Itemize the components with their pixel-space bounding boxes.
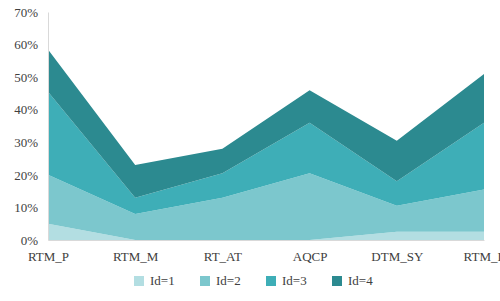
x-tick: RTM_L xyxy=(464,240,500,264)
y-tick-label: 20% xyxy=(14,168,38,183)
x-tick: RTM_P xyxy=(28,240,69,264)
y-tick-label: 50% xyxy=(14,70,38,85)
x-axis-line xyxy=(49,240,485,241)
y-tick: 0% xyxy=(21,233,48,248)
area-series xyxy=(48,49,484,197)
x-tick-label: RTM_P xyxy=(28,249,69,264)
legend-label: Id=1 xyxy=(150,273,175,288)
y-axis: 0% 10% 20% 30% 40% 50% 60% 70% xyxy=(14,5,48,248)
x-tick-label: DTM_SY xyxy=(371,249,424,264)
legend-swatch xyxy=(266,276,276,286)
legend: Id=1 Id=2 Id=3 Id=4 xyxy=(134,273,373,288)
legend-swatch xyxy=(332,276,342,286)
y-tick-label: 0% xyxy=(21,233,39,248)
y-tick-label: 10% xyxy=(14,200,38,215)
y-tick-label: 40% xyxy=(14,102,38,117)
x-axis: RTM_P RTM_M RT_AT AQCP DTM_SY RTM_L xyxy=(28,240,500,264)
areas xyxy=(48,49,484,240)
y-tick: 60% xyxy=(14,37,48,52)
y-tick-label: 60% xyxy=(14,37,38,52)
legend-item: Id=3 xyxy=(266,273,307,288)
x-tick: DTM_SY xyxy=(371,240,424,264)
x-tick-label: RTM_M xyxy=(113,249,159,264)
x-tick: RT_AT xyxy=(204,240,242,264)
legend-item: Id=2 xyxy=(200,273,241,288)
x-tick: AQCP xyxy=(293,240,328,264)
y-tick: 50% xyxy=(14,70,48,85)
y-tick: 70% xyxy=(14,5,48,20)
y-tick: 40% xyxy=(14,102,48,117)
x-tick-label: RTM_L xyxy=(464,249,500,264)
legend-item: Id=1 xyxy=(134,273,175,288)
legend-swatch xyxy=(200,276,210,286)
y-tick: 20% xyxy=(14,168,48,183)
legend-item: Id=4 xyxy=(332,273,373,288)
legend-label: Id=4 xyxy=(348,273,373,288)
legend-label: Id=2 xyxy=(216,273,241,288)
y-tick: 10% xyxy=(14,200,48,215)
x-tick: RTM_M xyxy=(113,240,159,264)
legend-swatch xyxy=(134,276,144,286)
chart: 0% 10% 20% 30% 40% 50% 60% 70% RTM_P RTM_M RT_AT AQ… xyxy=(0,0,500,301)
y-tick-label: 70% xyxy=(14,5,38,20)
x-tick-label: AQCP xyxy=(293,249,328,264)
legend-label: Id=3 xyxy=(282,273,307,288)
y-tick: 30% xyxy=(14,135,48,150)
y-tick-label: 30% xyxy=(14,135,38,150)
x-tick-label: RT_AT xyxy=(204,249,242,264)
y-axis-line xyxy=(48,13,49,241)
plot: 0% 10% 20% 30% 40% 50% 60% 70% RTM_P RTM_M RT_AT AQ… xyxy=(14,5,500,265)
